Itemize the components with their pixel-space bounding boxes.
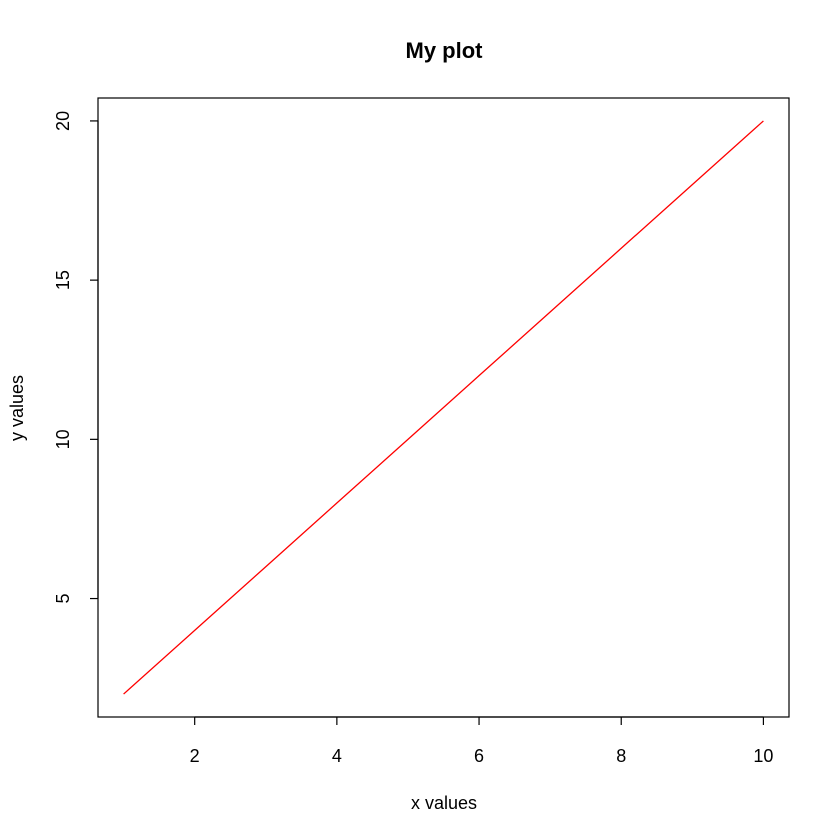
x-axis: 2 4 6 8 10 bbox=[190, 716, 773, 766]
x-axis-label: x values bbox=[411, 793, 477, 813]
x-tick-label: 4 bbox=[332, 746, 342, 766]
x-tick-label: 8 bbox=[616, 746, 626, 766]
y-tick-label: 5 bbox=[53, 594, 73, 604]
chart-title: My plot bbox=[406, 38, 484, 63]
y-tick-label: 10 bbox=[53, 429, 73, 449]
y-tick-label: 15 bbox=[53, 270, 73, 290]
x-tick-label: 10 bbox=[753, 746, 773, 766]
series-group bbox=[123, 120, 764, 695]
x-tick-label: 2 bbox=[190, 746, 200, 766]
x-tick-label: 6 bbox=[474, 746, 484, 766]
y-tick-label: 20 bbox=[53, 111, 73, 131]
y-axis: 5 10 15 20 bbox=[53, 111, 99, 604]
series-line bbox=[123, 120, 764, 695]
y-axis-label: y values bbox=[7, 375, 27, 441]
